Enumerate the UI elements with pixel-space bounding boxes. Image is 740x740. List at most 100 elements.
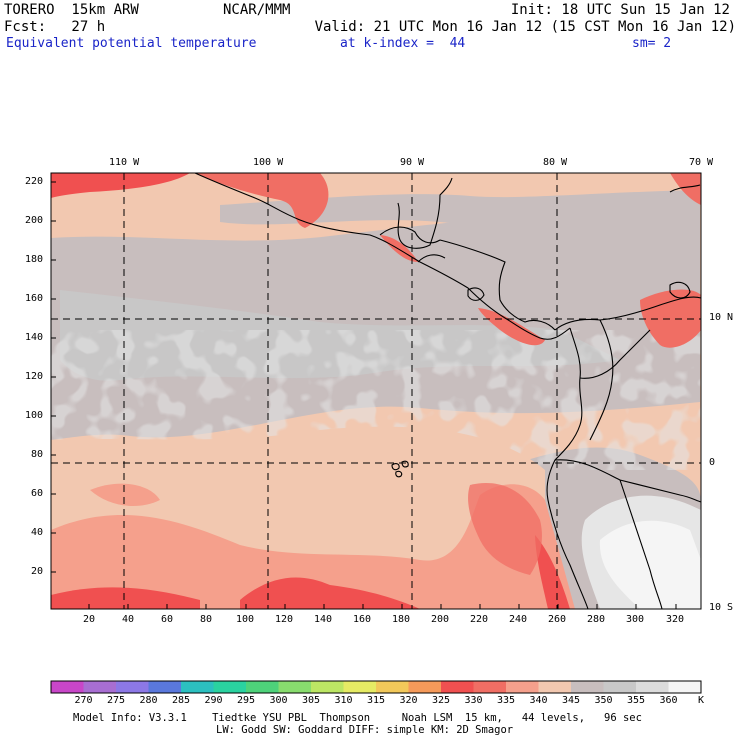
x-tick-label: 60 bbox=[161, 614, 174, 625]
colorbar-label: 330 bbox=[464, 695, 483, 706]
map-frame bbox=[50, 172, 702, 610]
warm-costarica bbox=[478, 308, 545, 346]
colorbar-label: 275 bbox=[107, 695, 126, 706]
x-tick-label: 320 bbox=[666, 614, 685, 625]
colorbar-label: 290 bbox=[204, 695, 223, 706]
y-tick-label: 220 bbox=[25, 176, 44, 187]
colorbar-swatch bbox=[246, 681, 279, 693]
x-tick-label: 80 bbox=[200, 614, 213, 625]
colorbar-label: 340 bbox=[529, 695, 548, 706]
lon-label-90w: 90 W bbox=[400, 157, 425, 168]
model-info: Model Info: V3.3.1 Tiedtke YSU PBL Thomp… bbox=[73, 712, 642, 724]
colorbar-label: 280 bbox=[139, 695, 158, 706]
x-tick-label: 220 bbox=[470, 614, 489, 625]
y-tick-label: 120 bbox=[25, 371, 44, 382]
forecast-hour: Fcst: 27 h bbox=[4, 19, 106, 35]
x-tick-label: 140 bbox=[314, 614, 333, 625]
salmon-blob-left bbox=[90, 483, 160, 506]
colorbar-label: 360 bbox=[659, 695, 678, 706]
latlon-grid bbox=[51, 173, 701, 609]
colorbar-label: 310 bbox=[334, 695, 353, 706]
warm-venezuela bbox=[640, 289, 701, 348]
y-tick-label: 160 bbox=[25, 293, 44, 304]
colorbar-swatch bbox=[311, 681, 344, 693]
colorbar-frame bbox=[50, 680, 702, 694]
y-tick-label: 60 bbox=[31, 488, 44, 499]
y-tick-label: 40 bbox=[31, 527, 44, 538]
colorbar-swatch bbox=[603, 681, 637, 693]
colorbar-swatch bbox=[636, 681, 669, 693]
warm-north-left bbox=[51, 173, 190, 198]
colorbar-label: 315 bbox=[367, 695, 386, 706]
colorbar-swatch bbox=[441, 681, 474, 693]
smoothing-label: sm= 2 bbox=[632, 36, 672, 51]
warm-caribbean bbox=[670, 173, 701, 205]
colorbar-swatch bbox=[538, 681, 572, 693]
lon-label-110w: 110 W bbox=[109, 157, 140, 168]
colorbar-swatch bbox=[116, 681, 149, 693]
y-tick-label: 200 bbox=[25, 215, 44, 226]
lon-label-70w: 70 W bbox=[689, 157, 714, 168]
x-tick-label: 300 bbox=[626, 614, 645, 625]
valid-time: Valid: 21 UTC Mon 16 Jan 12 (15 CST Mon … bbox=[314, 19, 736, 35]
colorbar-label: 325 bbox=[432, 695, 451, 706]
y-tick-label: 180 bbox=[25, 254, 44, 265]
x-tick-label: 180 bbox=[392, 614, 411, 625]
lon-label-100w: 100 W bbox=[253, 157, 284, 168]
colorbar-label: 295 bbox=[237, 695, 256, 706]
colorbar bbox=[50, 680, 702, 694]
colorbar-label: 350 bbox=[594, 695, 613, 706]
colorbar-swatch bbox=[181, 681, 214, 693]
y-tick-label: 20 bbox=[31, 566, 44, 577]
colorbar-label: 300 bbox=[269, 695, 288, 706]
center-label: NCAR/MMM bbox=[223, 2, 291, 18]
colorbar-label: 335 bbox=[497, 695, 516, 706]
colorbar-swatch bbox=[148, 681, 182, 693]
physics-info: LW: Godd SW: Goddard DIFF: simple KM: 2D… bbox=[216, 724, 514, 736]
x-tick-label: 160 bbox=[353, 614, 372, 625]
lat-label-10n: 10 N bbox=[709, 312, 734, 323]
grey-upper-patch bbox=[220, 190, 700, 225]
colorbar-label: 355 bbox=[627, 695, 646, 706]
x-tick-label: 240 bbox=[509, 614, 528, 625]
lat-label-10s: 10 S bbox=[709, 602, 734, 613]
y-tick-label: 140 bbox=[25, 332, 44, 343]
colorbar-swatch bbox=[473, 681, 507, 693]
axis-ticks bbox=[51, 181, 677, 609]
level-label: at k-index = 44 bbox=[340, 36, 466, 51]
colorbar-unit: K bbox=[698, 695, 705, 706]
y-tick-label: 100 bbox=[25, 410, 44, 421]
colorbar-swatch bbox=[83, 681, 117, 693]
colorbar-label: 270 bbox=[74, 695, 93, 706]
colorbar-swatch bbox=[278, 681, 312, 693]
x-tick-label: 120 bbox=[275, 614, 294, 625]
coastlines bbox=[194, 172, 702, 610]
y-tick-label: 80 bbox=[31, 449, 44, 460]
red-south-mid bbox=[240, 577, 420, 609]
grey-noise bbox=[51, 330, 701, 470]
lon-label-80w: 80 W bbox=[543, 157, 568, 168]
init-time: Init: 18 UTC Sun 15 Jan 12 bbox=[510, 2, 730, 18]
white-region-inner bbox=[599, 520, 701, 609]
colorbar-swatch bbox=[506, 681, 539, 693]
colorbar-swatch bbox=[213, 681, 247, 693]
red-south bbox=[51, 587, 200, 609]
theta-e-field bbox=[51, 173, 701, 609]
x-tick-label: 260 bbox=[548, 614, 567, 625]
salmon-east bbox=[468, 483, 542, 575]
colorbar-swatch bbox=[343, 681, 377, 693]
colorbar-label: 320 bbox=[399, 695, 418, 706]
x-tick-label: 20 bbox=[83, 614, 96, 625]
x-tick-label: 280 bbox=[587, 614, 606, 625]
x-tick-label: 200 bbox=[431, 614, 450, 625]
colorbar-swatch bbox=[668, 681, 702, 693]
lat-label-eq: 0 bbox=[709, 457, 716, 468]
x-tick-label: 100 bbox=[236, 614, 255, 625]
colorbar-label: 345 bbox=[562, 695, 581, 706]
colorbar-label: 285 bbox=[172, 695, 191, 706]
colorbar-label: 305 bbox=[302, 695, 321, 706]
model-title: TORERO 15km ARW bbox=[4, 2, 139, 18]
colorbar-swatch bbox=[571, 681, 604, 693]
warm-mexico bbox=[195, 173, 329, 228]
